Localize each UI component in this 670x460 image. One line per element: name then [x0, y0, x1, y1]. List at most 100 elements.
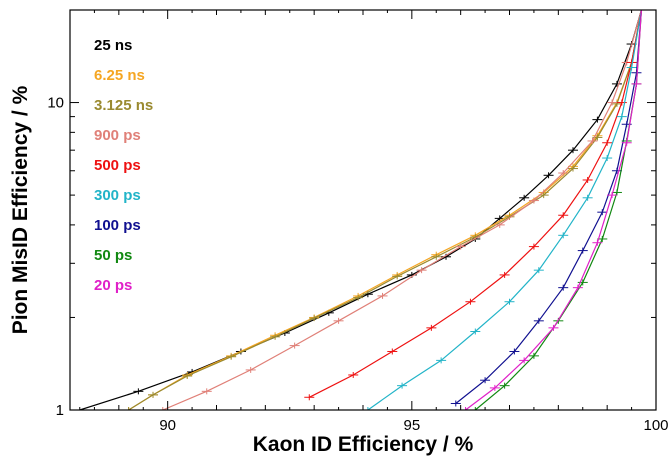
data-point [636, 10, 647, 13]
legend-label: 300 ps [94, 187, 141, 204]
legend-label: 20 ps [94, 277, 132, 294]
data-point [348, 371, 359, 378]
data-point [631, 80, 642, 87]
data-point [543, 172, 554, 179]
data-point [387, 348, 398, 355]
legend-label: 100 ps [94, 217, 141, 234]
data-point [333, 317, 344, 324]
data-point [611, 80, 622, 87]
data-point [528, 197, 539, 204]
data-point [528, 243, 539, 250]
x-tick-label: 95 [403, 417, 420, 434]
legend-label: 500 ps [94, 157, 141, 174]
series-2 [123, 10, 647, 410]
data-point [377, 292, 388, 299]
data-point [74, 407, 85, 410]
data-point [362, 407, 373, 410]
data-point [607, 192, 618, 199]
data-point [416, 267, 427, 274]
data-point [226, 353, 237, 360]
series-0 [74, 10, 647, 410]
data-point [460, 407, 471, 410]
data-point [494, 221, 505, 228]
data-point [611, 167, 622, 174]
data-point [592, 239, 603, 246]
data-point [426, 324, 437, 331]
data-point [587, 137, 598, 144]
data-point [157, 407, 168, 410]
series-7 [470, 10, 647, 410]
y-tick-label: 10 [47, 95, 64, 112]
data-point [519, 194, 530, 201]
data-point [309, 315, 320, 322]
data-point [353, 294, 364, 301]
data-point [289, 342, 300, 349]
data-point [470, 328, 481, 335]
data-point [504, 298, 515, 305]
data-point [577, 279, 588, 286]
series-5 [362, 10, 647, 410]
series-line [162, 10, 642, 410]
data-point [577, 247, 588, 254]
data-point [558, 284, 569, 291]
series-1 [123, 10, 647, 410]
data-point [631, 69, 642, 76]
data-point [533, 317, 544, 324]
data-point [582, 176, 593, 183]
series-line [128, 10, 642, 410]
data-point [602, 155, 613, 162]
legend: 25 ns 6.25 ns 3.125 ns 900 ps 500 ps 300 ps 10… [94, 37, 153, 294]
data-point [182, 372, 193, 379]
data-point [616, 113, 627, 120]
data-point [582, 194, 593, 201]
legend-label: 900 ps [94, 127, 141, 144]
data-point [201, 388, 212, 395]
x-tick-label: 90 [159, 417, 176, 434]
data-point [519, 357, 530, 364]
data-point [392, 273, 403, 280]
data-point [548, 324, 559, 331]
data-point [607, 99, 618, 106]
data-point [592, 116, 603, 123]
data-point [465, 298, 476, 305]
legend-label: 3.125 ns [94, 97, 153, 114]
series-3 [157, 10, 647, 410]
data-point [509, 348, 520, 355]
x-axis-title: Kaon ID Efficiency / % [253, 433, 474, 456]
y-axis-title: Pion MisID Efficiency / % [9, 85, 32, 334]
data-point [133, 388, 144, 395]
data-point [245, 366, 256, 373]
data-point [558, 212, 569, 219]
series-line [79, 10, 642, 410]
data-point [499, 382, 510, 389]
data-point [480, 377, 491, 384]
data-point [499, 271, 510, 278]
data-point [489, 384, 500, 391]
data-point [270, 333, 281, 340]
data-point [558, 232, 569, 239]
data-point [558, 170, 569, 177]
data-point [436, 357, 447, 364]
data-point [621, 139, 632, 146]
series-line [128, 10, 642, 410]
series-line [474, 10, 642, 410]
data-point [123, 407, 134, 410]
data-point [470, 407, 481, 410]
series-4 [304, 10, 647, 401]
legend-label: 25 ns [94, 37, 132, 54]
data-point [611, 100, 622, 107]
data-point [397, 382, 408, 389]
y-tick-label: 1 [56, 402, 64, 419]
data-point [450, 400, 461, 407]
data-point [567, 165, 578, 172]
series-8 [460, 10, 647, 410]
series-line [367, 10, 642, 410]
data-point [455, 243, 466, 250]
legend-label: 6.25 ns [94, 67, 145, 84]
data-point [602, 139, 613, 146]
data-point [597, 209, 608, 216]
series-line [455, 10, 642, 404]
series-line [465, 10, 642, 410]
data-point [148, 391, 159, 398]
